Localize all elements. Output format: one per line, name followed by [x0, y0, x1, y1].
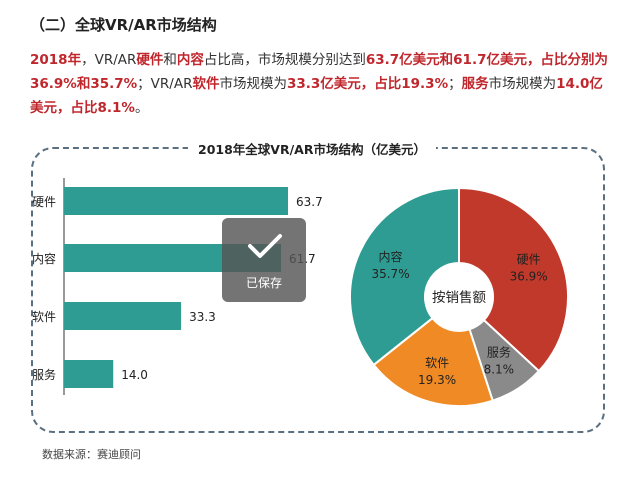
bar-category-label: 内容: [32, 251, 56, 266]
intro-highlight: 33.3亿美元，占比19.3%: [286, 76, 449, 92]
donut-slice-percent: 36.9%: [510, 270, 548, 284]
donut-slice-2: [372, 316, 494, 407]
donut-slice-3: [349, 186, 460, 367]
donut-slice-name: 硬件: [517, 253, 541, 267]
intro-text: ；: [448, 76, 462, 92]
bar-category-label: 软件: [32, 310, 56, 324]
intro-text: 占比高，市场规模分别达到: [203, 52, 366, 68]
intro-text: ，VR/AR: [81, 52, 137, 68]
intro-highlight: 2018年: [30, 52, 82, 68]
intro-text: 和: [163, 52, 177, 68]
donut-chart: 硬件 36.9% 服务 8.1% 软件 19.3% 内容 35.7% 按销售额: [349, 186, 569, 407]
bar-2: [64, 302, 182, 330]
checkmark-icon: [248, 234, 282, 258]
intro-text: ；VR/AR: [137, 76, 193, 92]
intro-paragraph: 2018年，VR/AR硬件和内容占比高，市场规模分别达到63.7亿美元和61.7…: [30, 48, 610, 120]
donut-center-label: 按销售额: [432, 290, 486, 306]
bar-category-label: 硬件: [32, 195, 56, 209]
intro-highlight: 硬件: [136, 52, 164, 68]
donut-slice-percent: 19.3%: [418, 373, 456, 387]
data-source: 数据来源：赛迪顾问: [42, 448, 141, 461]
intro-text: 市场规模为: [219, 76, 287, 92]
saved-toast: 已保存: [222, 218, 306, 302]
bar-value-label: 33.3: [189, 310, 216, 324]
bar-0: [64, 187, 288, 215]
saved-toast-label: 已保存: [245, 276, 282, 290]
intro-highlight: 14.0亿美元，占比8.1%: [30, 76, 603, 116]
intro-text: 。: [134, 100, 149, 116]
donut-slice-percent: 8.1%: [484, 362, 515, 376]
intro-highlight: 服务: [461, 76, 489, 92]
bar-value-label: 14.0: [121, 368, 148, 382]
bar-value-label: 63.7: [296, 195, 323, 209]
donut-slice-name: 内容: [379, 249, 403, 264]
chart-title: 2018年全球VR/AR市场结构（亿美元）: [188, 139, 436, 158]
intro-highlight: 内容: [176, 52, 204, 68]
page-heading: （二）全球VR/AR市场结构: [30, 16, 217, 34]
bar-category-label: 服务: [32, 367, 56, 382]
donut-slice-name: 服务: [487, 344, 511, 359]
intro-text: 市场规模为: [488, 76, 557, 92]
intro-highlight: 软件: [192, 76, 220, 92]
donut-slice-0: [458, 186, 569, 373]
bar-3: [64, 360, 114, 388]
donut-slice-percent: 35.7%: [371, 267, 409, 281]
donut-slice-name: 软件: [425, 356, 449, 370]
intro-highlight: 63.7亿美元和61.7亿美元，占比分别为36.9%和35.7%: [30, 52, 608, 92]
